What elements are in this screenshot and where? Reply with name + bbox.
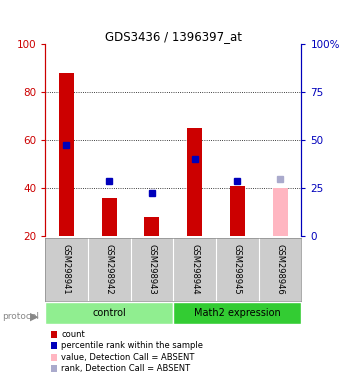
Bar: [144, 217, 160, 236]
Bar: [273, 188, 288, 236]
Bar: [173, 302, 301, 324]
Text: GSM298943: GSM298943: [147, 244, 156, 295]
Title: GDS3436 / 1396397_at: GDS3436 / 1396397_at: [105, 30, 242, 43]
Bar: [45, 302, 173, 324]
Text: GSM298941: GSM298941: [62, 245, 71, 295]
Bar: [230, 186, 245, 236]
Bar: [102, 198, 117, 236]
Text: GSM298944: GSM298944: [190, 245, 199, 295]
Text: GSM298942: GSM298942: [105, 245, 114, 295]
Text: ▶: ▶: [30, 312, 38, 322]
Bar: [187, 128, 202, 236]
Text: count: count: [61, 329, 85, 339]
Text: GSM298946: GSM298946: [275, 244, 284, 295]
Text: protocol: protocol: [2, 312, 39, 321]
Text: rank, Detection Call = ABSENT: rank, Detection Call = ABSENT: [61, 364, 191, 373]
Text: percentile rank within the sample: percentile rank within the sample: [61, 341, 203, 350]
Text: value, Detection Call = ABSENT: value, Detection Call = ABSENT: [61, 353, 195, 362]
Text: GSM298945: GSM298945: [233, 245, 242, 295]
Text: control: control: [92, 308, 126, 318]
Bar: [59, 73, 74, 236]
Text: Math2 expression: Math2 expression: [194, 308, 281, 318]
